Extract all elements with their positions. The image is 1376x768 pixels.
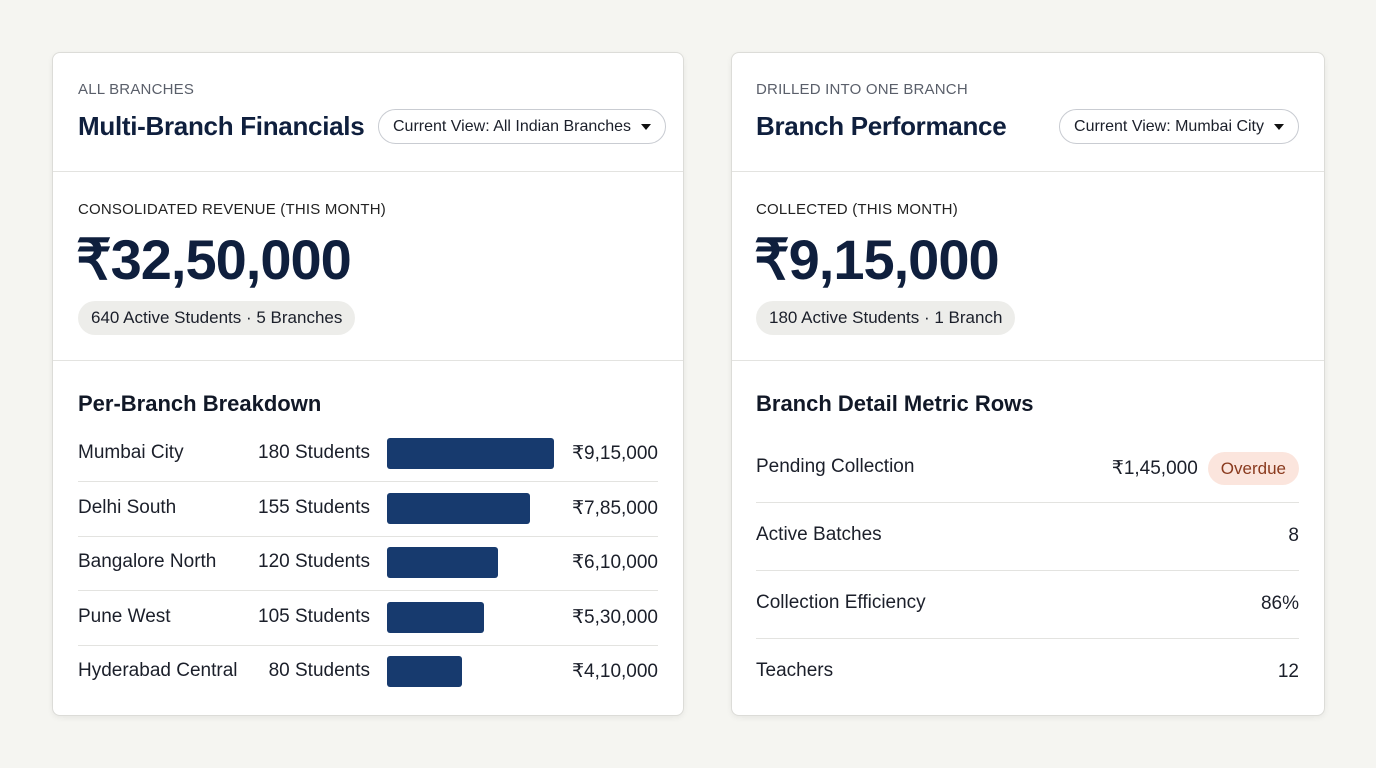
metric-value: 8 [1288, 525, 1299, 546]
revenue: ₹9,15,000 [571, 443, 658, 464]
eyebrow: ALL BRANCHES [78, 81, 195, 98]
revenue-bar [387, 547, 499, 578]
row-divider [756, 638, 1299, 639]
metric-value-wrap: 8 [1288, 519, 1299, 553]
section-title: Branch Detail Metric Rows [756, 391, 1034, 416]
row-divider [78, 535, 658, 537]
metric-label: Teachers [756, 660, 834, 681]
divider [732, 171, 1324, 172]
caret [641, 123, 652, 130]
revenue: ₹5,30,000 [571, 606, 658, 628]
metric-value: ₹1,45,000 [1111, 457, 1198, 479]
revenue-bar [387, 438, 554, 469]
branch-name: Hyderabad Central [78, 660, 238, 681]
row-divider [756, 570, 1299, 571]
chip: 180 Active Students · 1 Branch [756, 301, 1016, 335]
card: DRILLED INTO ONE BRANCH Branch Performan… [731, 52, 1325, 716]
revenue-bar [387, 601, 484, 633]
revenue: ₹7,85,000 [571, 497, 658, 519]
revenue-bar [387, 656, 462, 687]
metric-label: Pending Collection [756, 456, 915, 477]
revenue: ₹6,10,000 [571, 552, 658, 573]
branch-name: Bangalore North [78, 551, 217, 572]
dropdown-label: Current View: All Indian Branches [393, 117, 632, 135]
metric-value-wrap: 86% [1261, 587, 1299, 621]
caret [1274, 123, 1284, 130]
students: 180 Students [258, 442, 370, 463]
metric-label: Collection Efficiency [756, 592, 926, 613]
revenue-bar [387, 492, 531, 524]
title: Branch Performance [756, 111, 1007, 141]
students: 105 Students [258, 605, 370, 627]
students: 120 Students [258, 551, 370, 572]
row-divider [78, 590, 658, 591]
students: 80 Students [268, 660, 370, 681]
divider [732, 360, 1324, 361]
kpi-label: COLLECTED (THIS MONTH) [756, 201, 958, 218]
revenue: ₹4,10,000 [571, 661, 658, 682]
kpi-value: ₹32,50,000 [76, 228, 352, 291]
metric-label: Active Batches [756, 524, 882, 545]
kpi-value: ₹9,15,000 [754, 228, 1000, 291]
row-divider [756, 502, 1299, 503]
metric-value-wrap: 12 [1278, 655, 1299, 689]
branch-name: Mumbai City [78, 442, 184, 463]
title: Multi-Branch Financials [78, 111, 365, 141]
metric-value: 86% [1260, 593, 1299, 614]
chip: 640 Active Students · 5 Branches [78, 301, 356, 335]
card: ALL BRANCHES Multi-Branch Financials Cur… [52, 52, 684, 716]
dropdown[interactable]: Current View: Mumbai City [1059, 109, 1299, 144]
branch-name: Delhi South [78, 496, 177, 518]
branch-name: Pune West [78, 605, 171, 627]
students: 155 Students [258, 496, 370, 518]
kpi-label: CONSOLIDATED REVENUE (THIS MONTH) [78, 201, 387, 218]
divider [53, 360, 683, 361]
dropdown-label: Current View: Mumbai City [1074, 117, 1264, 135]
section-title: Per-Branch Breakdown [78, 391, 322, 416]
dropdown[interactable]: Current View: All Indian Branches [378, 109, 667, 144]
badge: Overdue [1207, 451, 1299, 485]
row-divider [78, 481, 658, 482]
row-divider [78, 644, 658, 646]
metric-value-wrap: ₹1,45,000 Overdue [1112, 451, 1299, 485]
divider [53, 171, 683, 172]
eyebrow: DRILLED INTO ONE BRANCH [756, 81, 968, 98]
metric-value: 12 [1277, 661, 1299, 682]
